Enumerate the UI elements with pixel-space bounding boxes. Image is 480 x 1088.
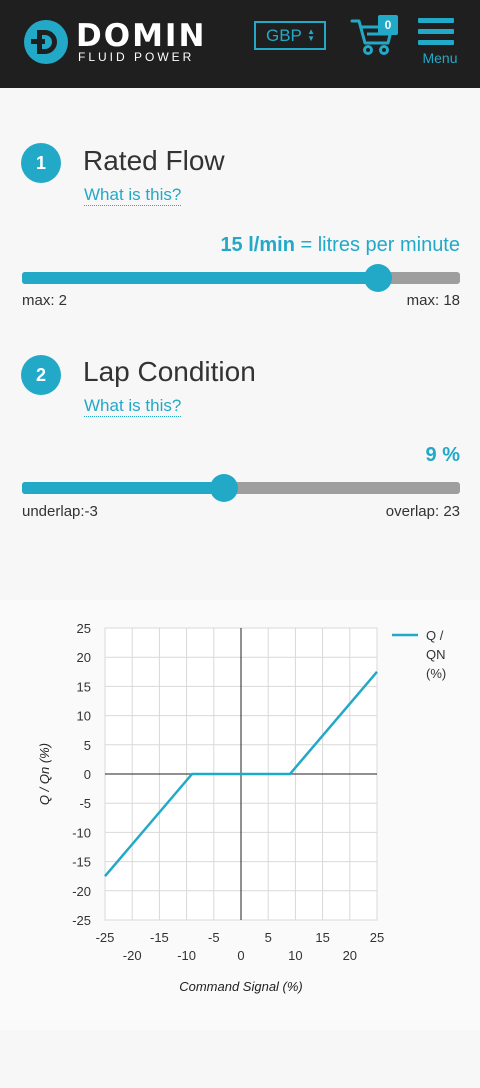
- y-tick-label: 10: [77, 709, 91, 724]
- y-tick-label: 5: [84, 738, 91, 753]
- y-tick-label: -20: [72, 884, 91, 899]
- site-header: DOMIN FLUID POWER GBP ▲ ▼ 0 Menu: [0, 0, 480, 88]
- currency-value: GBP: [266, 26, 302, 45]
- rated-flow-help-link[interactable]: What is this?: [84, 185, 182, 206]
- cart-button[interactable]: 0: [350, 15, 400, 55]
- legend-label: (%): [426, 666, 446, 681]
- x-tick-label: 0: [237, 948, 244, 963]
- x-tick-label: -10: [177, 948, 196, 963]
- x-tick-label: 10: [288, 948, 302, 963]
- rated-flow-slider-handle[interactable]: [363, 264, 392, 292]
- legend-label: QN: [426, 647, 446, 662]
- step-number-1: 1: [21, 143, 61, 183]
- logo-wordmark: DOMIN: [76, 18, 207, 54]
- x-tick-label: -5: [208, 930, 220, 945]
- logo-icon: [24, 20, 68, 64]
- y-tick-label: 20: [77, 650, 91, 665]
- x-tick-label: 25: [370, 930, 384, 945]
- currency-selector[interactable]: GBP ▲ ▼: [254, 21, 326, 50]
- step-number-2: 2: [21, 355, 61, 395]
- lap-condition-slider[interactable]: [22, 474, 460, 502]
- lap-condition-max-label: overlap: 23: [385, 503, 460, 520]
- menu-label[interactable]: Menu: [422, 50, 458, 66]
- x-tick-label: 15: [315, 930, 329, 945]
- logo-tagline: FLUID POWER: [78, 50, 195, 64]
- rated-flow-value-amount: 15 l/min: [220, 234, 295, 256]
- rated-flow-value: 15 l/min = litres per minute: [220, 234, 460, 257]
- lap-condition-help-link[interactable]: What is this?: [84, 396, 182, 417]
- y-tick-label: -10: [72, 825, 91, 840]
- rated-flow-slider-fill: [22, 272, 378, 284]
- y-axis-label: Q / Qn (%): [37, 743, 52, 805]
- x-tick-label: 20: [343, 948, 357, 963]
- y-tick-label: 15: [77, 679, 91, 694]
- rated-flow-max-label: max: 18: [406, 292, 460, 309]
- x-tick-label: -25: [96, 930, 115, 945]
- y-tick-label: 0: [84, 767, 91, 782]
- rated-flow-min-label: max: 2: [22, 292, 68, 309]
- cart-count-badge: 0: [378, 15, 398, 35]
- flow-chart-svg: 25 20 15 10 5 0 -5 -10 -15 -20 -25 -25 -15 -5 5 15 25 -20…: [37, 621, 446, 994]
- rated-flow-slider[interactable]: [22, 264, 460, 292]
- lap-condition-value: 9 %: [426, 444, 460, 467]
- rated-flow-value-unit: = litres per minute: [294, 234, 460, 256]
- lap-condition-slider-handle[interactable]: [210, 474, 239, 502]
- x-axis-label: Command Signal (%): [179, 979, 303, 994]
- y-tick-label: 25: [77, 621, 91, 636]
- lap-condition-title: Lap Condition: [83, 356, 256, 387]
- lap-condition-min-label: underlap:-3: [22, 503, 98, 520]
- sort-arrows-icon: ▲ ▼: [307, 27, 315, 43]
- menu-icon[interactable]: [418, 18, 458, 51]
- y-tick-label: -5: [79, 796, 91, 811]
- x-tick-label: 5: [265, 930, 272, 945]
- y-tick-label: -15: [72, 855, 91, 870]
- lap-condition-slider-fill: [22, 482, 225, 494]
- rated-flow-title: Rated Flow: [83, 145, 225, 176]
- legend-label: Q /: [426, 628, 444, 643]
- x-tick-label: -15: [150, 930, 169, 945]
- x-tick-label: -20: [123, 948, 142, 963]
- flow-chart: 25 20 15 10 5 0 -5 -10 -15 -20 -25 -25 -15 -5 5 15 25 -20…: [0, 600, 480, 1030]
- y-tick-label: -25: [72, 913, 91, 928]
- lap-condition-value-amount: 9 %: [425, 444, 460, 466]
- series-line: [104, 670, 378, 878]
